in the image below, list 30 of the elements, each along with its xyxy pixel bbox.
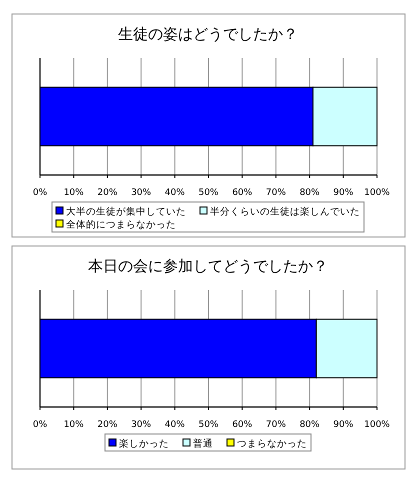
x-tick-label: 40% [164,188,186,198]
legend-label: 半分くらいの生徒は楽しんでいた [210,206,360,218]
legend-label: 全体的につまらなかった [66,218,176,230]
x-tick-label: 30% [131,188,152,198]
legend-label: 普通 [193,438,213,450]
x-tick-label: 100% [364,188,390,198]
chart-title: 本日の会に参加してどうでしたか？ [88,257,328,275]
x-tick-label: 100% [364,420,390,430]
x-tick-label: 60% [232,188,253,198]
x-tick-label: 80% [300,188,320,198]
x-tick-label: 50% [198,188,219,198]
x-tick-label: 70% [266,420,286,430]
x-tick-label: 80% [300,420,320,430]
x-tick-label: 90% [333,188,354,198]
x-tick-label: 0% [32,188,48,198]
x-tick-label: 10% [64,420,84,430]
x-tick-label: 0% [32,420,48,430]
x-tick-label: 10% [64,188,84,198]
x-tick-label: 20% [97,188,118,198]
chart-title: 生徒の姿はどうでしたか？ [118,25,298,43]
x-tick-label: 30% [131,420,152,430]
x-tick-label: 70% [266,188,286,198]
x-tick-label: 50% [198,420,219,430]
legend-label: 大半の生徒が集中していた [66,206,186,218]
x-tick-label: 40% [164,420,186,430]
legend-label: つまらなかった [237,438,307,450]
legend-label: 楽しかった [119,438,169,450]
x-tick-label: 20% [97,420,118,430]
x-tick-label: 90% [333,420,354,430]
x-tick-label: 60% [232,420,253,430]
